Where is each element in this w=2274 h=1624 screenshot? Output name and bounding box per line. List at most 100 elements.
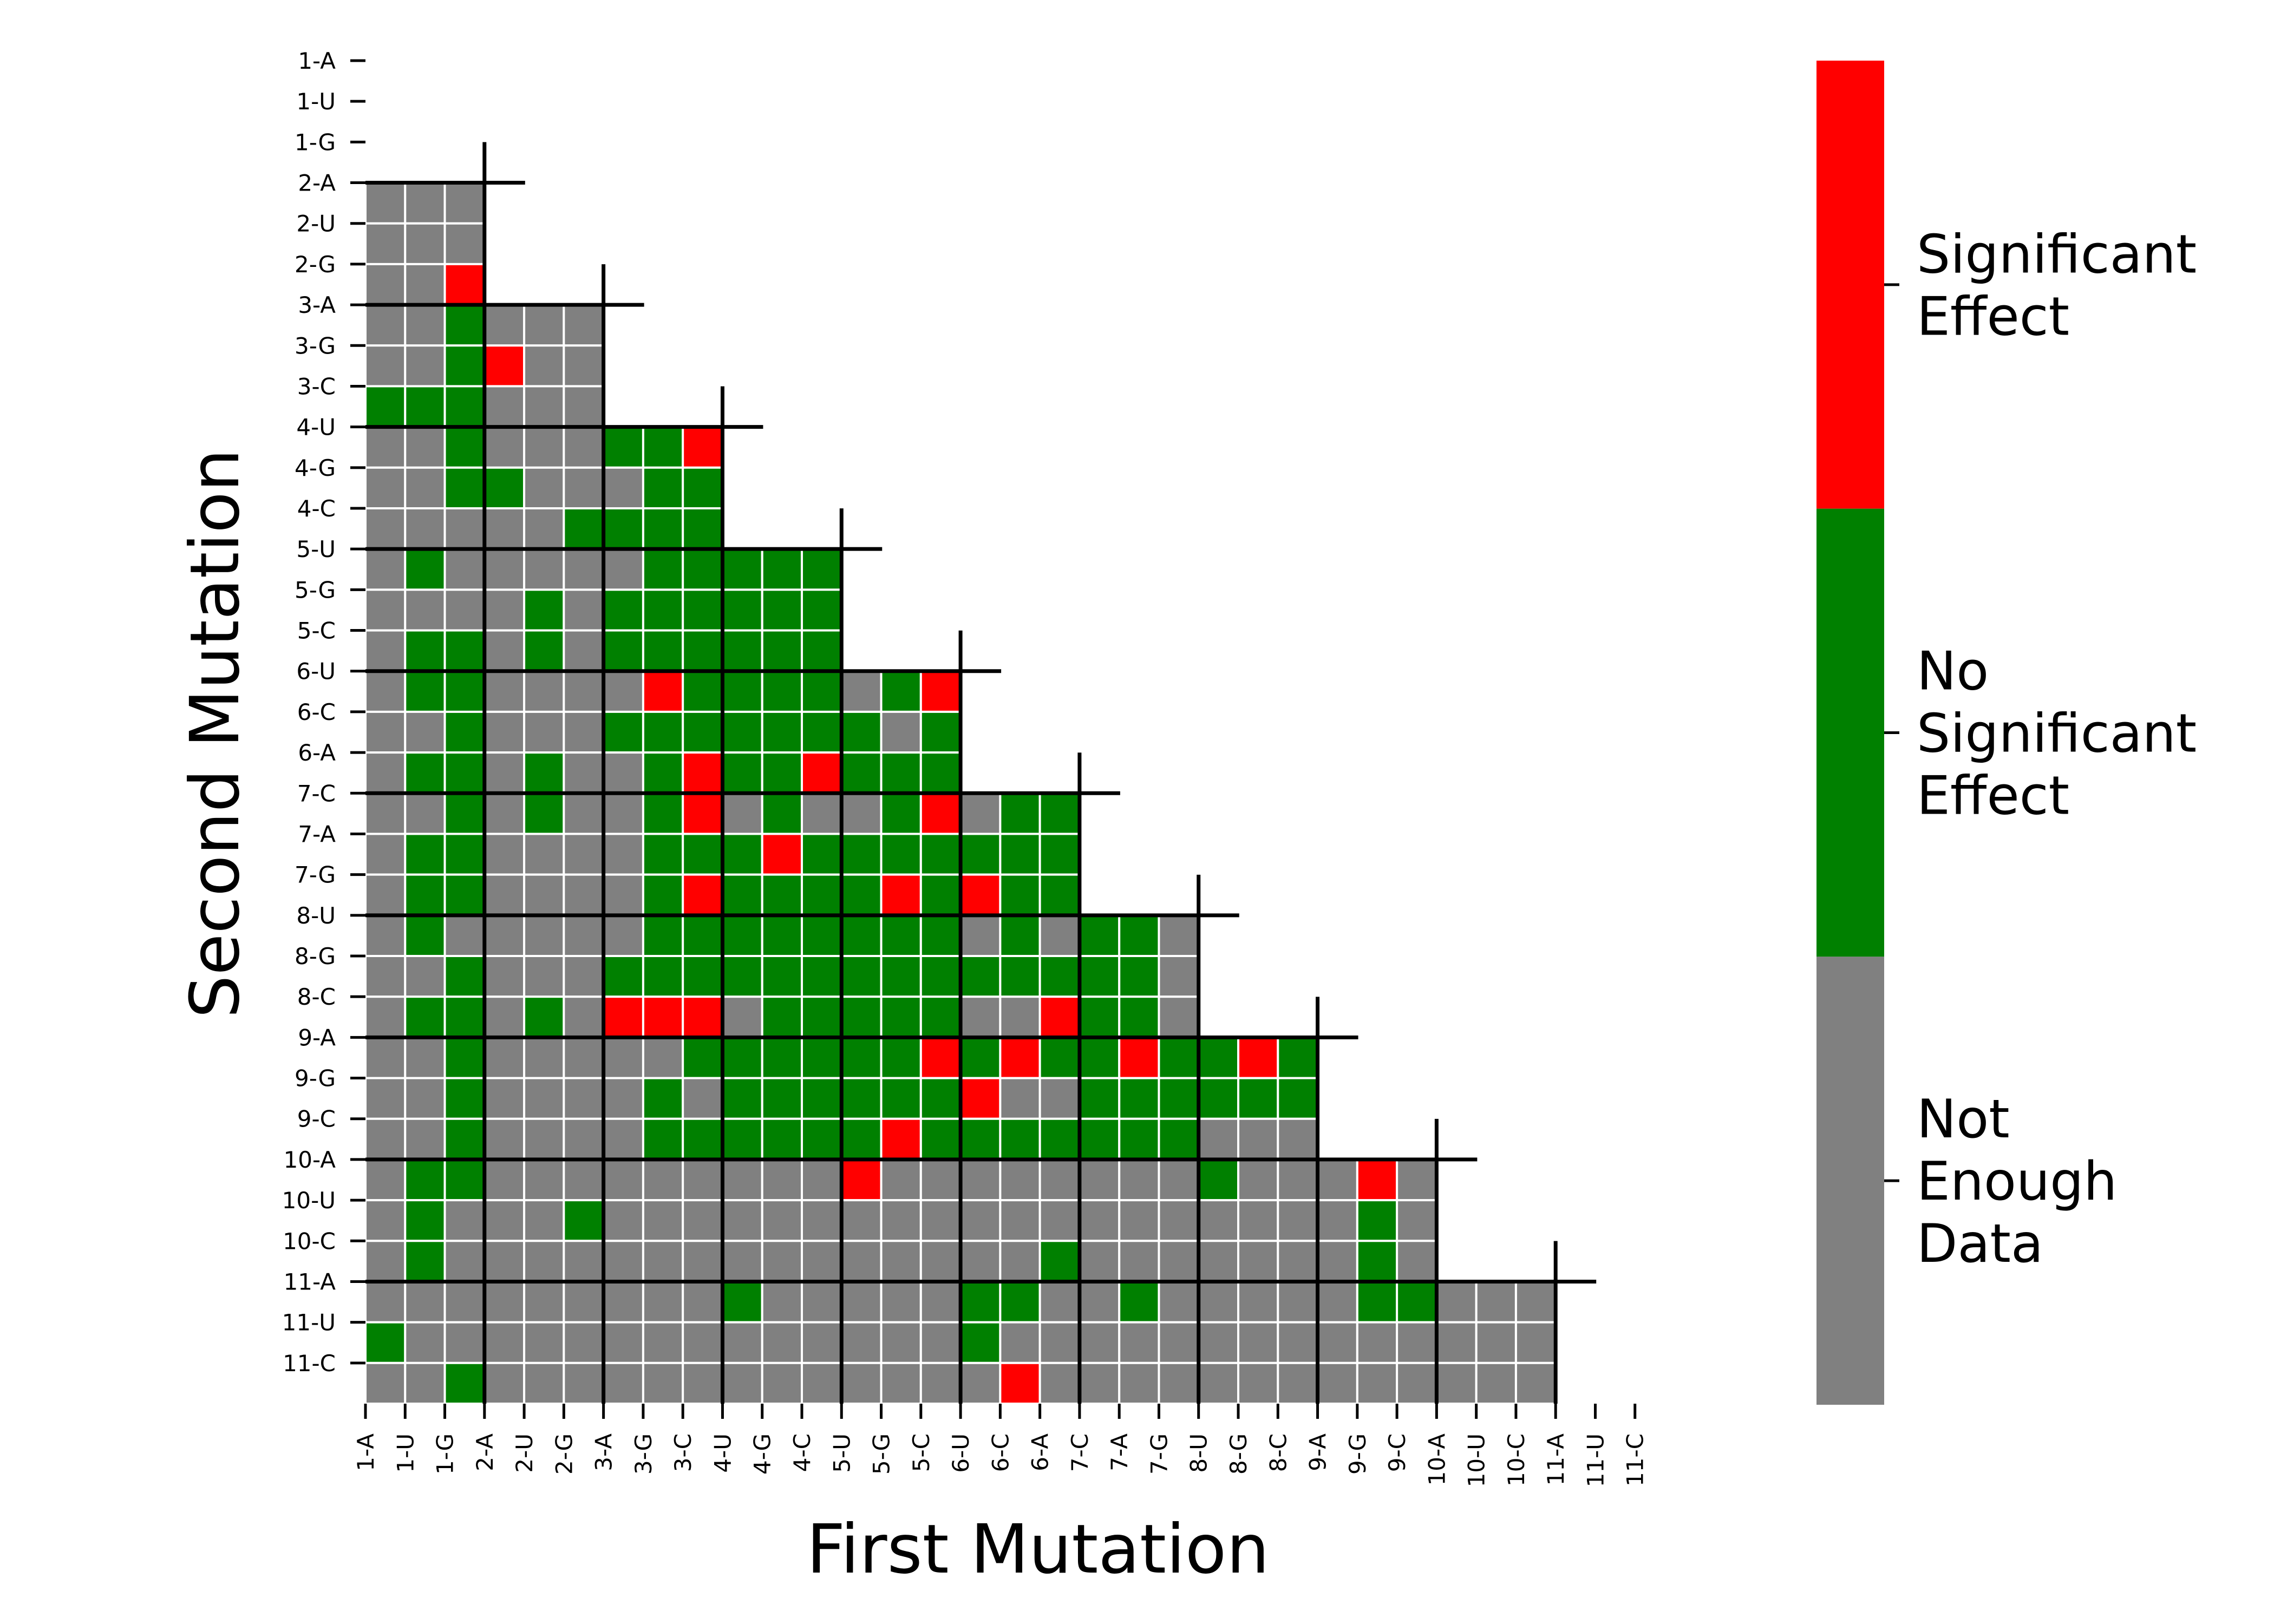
heatmap-cell bbox=[523, 1199, 565, 1242]
heatmap-cell bbox=[1038, 1117, 1081, 1161]
heatmap-cell bbox=[840, 710, 883, 754]
heatmap-cell bbox=[1237, 1117, 1279, 1161]
heatmap-cell bbox=[761, 1077, 803, 1120]
y-tick-label: 10-A bbox=[284, 1147, 336, 1173]
heatmap-cell bbox=[1316, 1321, 1358, 1364]
heatmap-cell bbox=[761, 1158, 803, 1202]
heatmap-cell bbox=[840, 1321, 883, 1364]
legend-label: No bbox=[1917, 641, 1989, 703]
heatmap-cell bbox=[919, 751, 962, 795]
heatmap-cell bbox=[483, 955, 526, 998]
heatmap-cell bbox=[1435, 1321, 1478, 1364]
heatmap-cell bbox=[602, 1240, 644, 1283]
heatmap-cell bbox=[364, 548, 407, 591]
heatmap-cell bbox=[563, 507, 605, 551]
heatmap-cell bbox=[1158, 1077, 1200, 1120]
heatmap-cell bbox=[721, 629, 763, 672]
heatmap-cell bbox=[404, 1321, 446, 1364]
heatmap-cell bbox=[999, 1117, 1041, 1161]
heatmap-cell bbox=[483, 1199, 526, 1242]
heatmap-cell bbox=[682, 1117, 724, 1161]
y-tick-label: 5-C bbox=[297, 618, 336, 644]
heatmap-cell bbox=[1237, 1158, 1279, 1202]
heatmap-cell bbox=[443, 181, 486, 225]
heatmap-cell bbox=[523, 1321, 565, 1364]
heatmap-cell bbox=[682, 588, 724, 632]
x-tick-label: 5-G bbox=[868, 1433, 895, 1475]
heatmap-cell bbox=[1277, 1361, 1319, 1405]
heatmap-cell bbox=[1356, 1361, 1399, 1405]
heatmap-cell bbox=[919, 1199, 962, 1242]
heatmap-cell bbox=[443, 263, 486, 306]
heatmap-cell bbox=[483, 304, 526, 347]
heatmap-cell bbox=[483, 507, 526, 551]
y-tick-label: 3-G bbox=[295, 332, 336, 359]
heatmap-cell bbox=[761, 792, 803, 835]
heatmap-cell bbox=[1514, 1321, 1557, 1364]
heatmap-cell bbox=[404, 1240, 446, 1283]
x-tick-label: 11-U bbox=[1582, 1433, 1609, 1487]
heatmap-cell bbox=[443, 1036, 486, 1079]
heatmap-cell bbox=[523, 1240, 565, 1283]
heatmap-cell bbox=[761, 996, 803, 1039]
heatmap-cell bbox=[563, 1361, 605, 1405]
heatmap-cell bbox=[1356, 1280, 1399, 1324]
heatmap-cell bbox=[364, 751, 407, 795]
heatmap-cell bbox=[840, 1158, 883, 1202]
heatmap-cell bbox=[563, 670, 605, 713]
heatmap-cell bbox=[563, 548, 605, 591]
heatmap-cell bbox=[1396, 1361, 1438, 1405]
x-axis-title: First Mutation bbox=[807, 1510, 1270, 1589]
heatmap-cell bbox=[1237, 1036, 1279, 1079]
heatmap-cell bbox=[682, 1158, 724, 1202]
heatmap-cell bbox=[761, 588, 803, 632]
heatmap-cell bbox=[602, 1117, 644, 1161]
heatmap-cell bbox=[801, 1321, 843, 1364]
heatmap-cell bbox=[682, 914, 724, 958]
heatmap-cell bbox=[563, 873, 605, 916]
heatmap-cell bbox=[642, 996, 684, 1039]
heatmap-cell bbox=[602, 751, 644, 795]
x-tick-label: 10-A bbox=[1423, 1433, 1450, 1486]
x-tick-label: 9-A bbox=[1305, 1433, 1331, 1471]
heatmap-cell bbox=[483, 914, 526, 958]
heatmap-cell bbox=[840, 751, 883, 795]
heatmap-cell bbox=[919, 996, 962, 1039]
heatmap-cell bbox=[959, 1117, 1002, 1161]
heatmap-cell bbox=[1158, 1158, 1200, 1202]
heatmap-cell bbox=[523, 1280, 565, 1324]
y-tick-label: 11-C bbox=[283, 1350, 336, 1377]
heatmap-cell bbox=[563, 1117, 605, 1161]
heatmap-cell bbox=[602, 1321, 644, 1364]
heatmap-cell bbox=[563, 792, 605, 835]
heatmap-cell bbox=[364, 710, 407, 754]
heatmap-cell bbox=[840, 914, 883, 958]
heatmap-cell bbox=[1078, 1199, 1121, 1242]
heatmap-cell bbox=[682, 751, 724, 795]
heatmap-cell bbox=[404, 996, 446, 1039]
heatmap-cell bbox=[1356, 1199, 1399, 1242]
heatmap-cell bbox=[801, 1361, 843, 1405]
heatmap-cell bbox=[721, 751, 763, 795]
heatmap-cell bbox=[1078, 1036, 1121, 1079]
heatmap-cell bbox=[959, 873, 1002, 916]
heatmap-cell bbox=[443, 548, 486, 591]
heatmap-cell bbox=[1316, 1240, 1358, 1283]
heatmap-cell bbox=[999, 914, 1041, 958]
heatmap-cell bbox=[801, 588, 843, 632]
heatmap-cell bbox=[602, 710, 644, 754]
heatmap-cell bbox=[404, 263, 446, 306]
heatmap-cell bbox=[523, 955, 565, 998]
heatmap-cell bbox=[404, 914, 446, 958]
heatmap-cell bbox=[602, 873, 644, 916]
heatmap-cell bbox=[483, 1240, 526, 1283]
heatmap-cell bbox=[721, 914, 763, 958]
heatmap-cell bbox=[602, 1361, 644, 1405]
legend-label: Effect bbox=[1917, 765, 2069, 827]
heatmap-cell bbox=[1158, 1117, 1200, 1161]
heatmap-cell bbox=[999, 1158, 1041, 1202]
heatmap-cell bbox=[443, 1361, 486, 1405]
heatmap-cell bbox=[443, 466, 486, 509]
x-tick-label: 9-C bbox=[1384, 1433, 1410, 1472]
heatmap-cell bbox=[1038, 1240, 1081, 1283]
